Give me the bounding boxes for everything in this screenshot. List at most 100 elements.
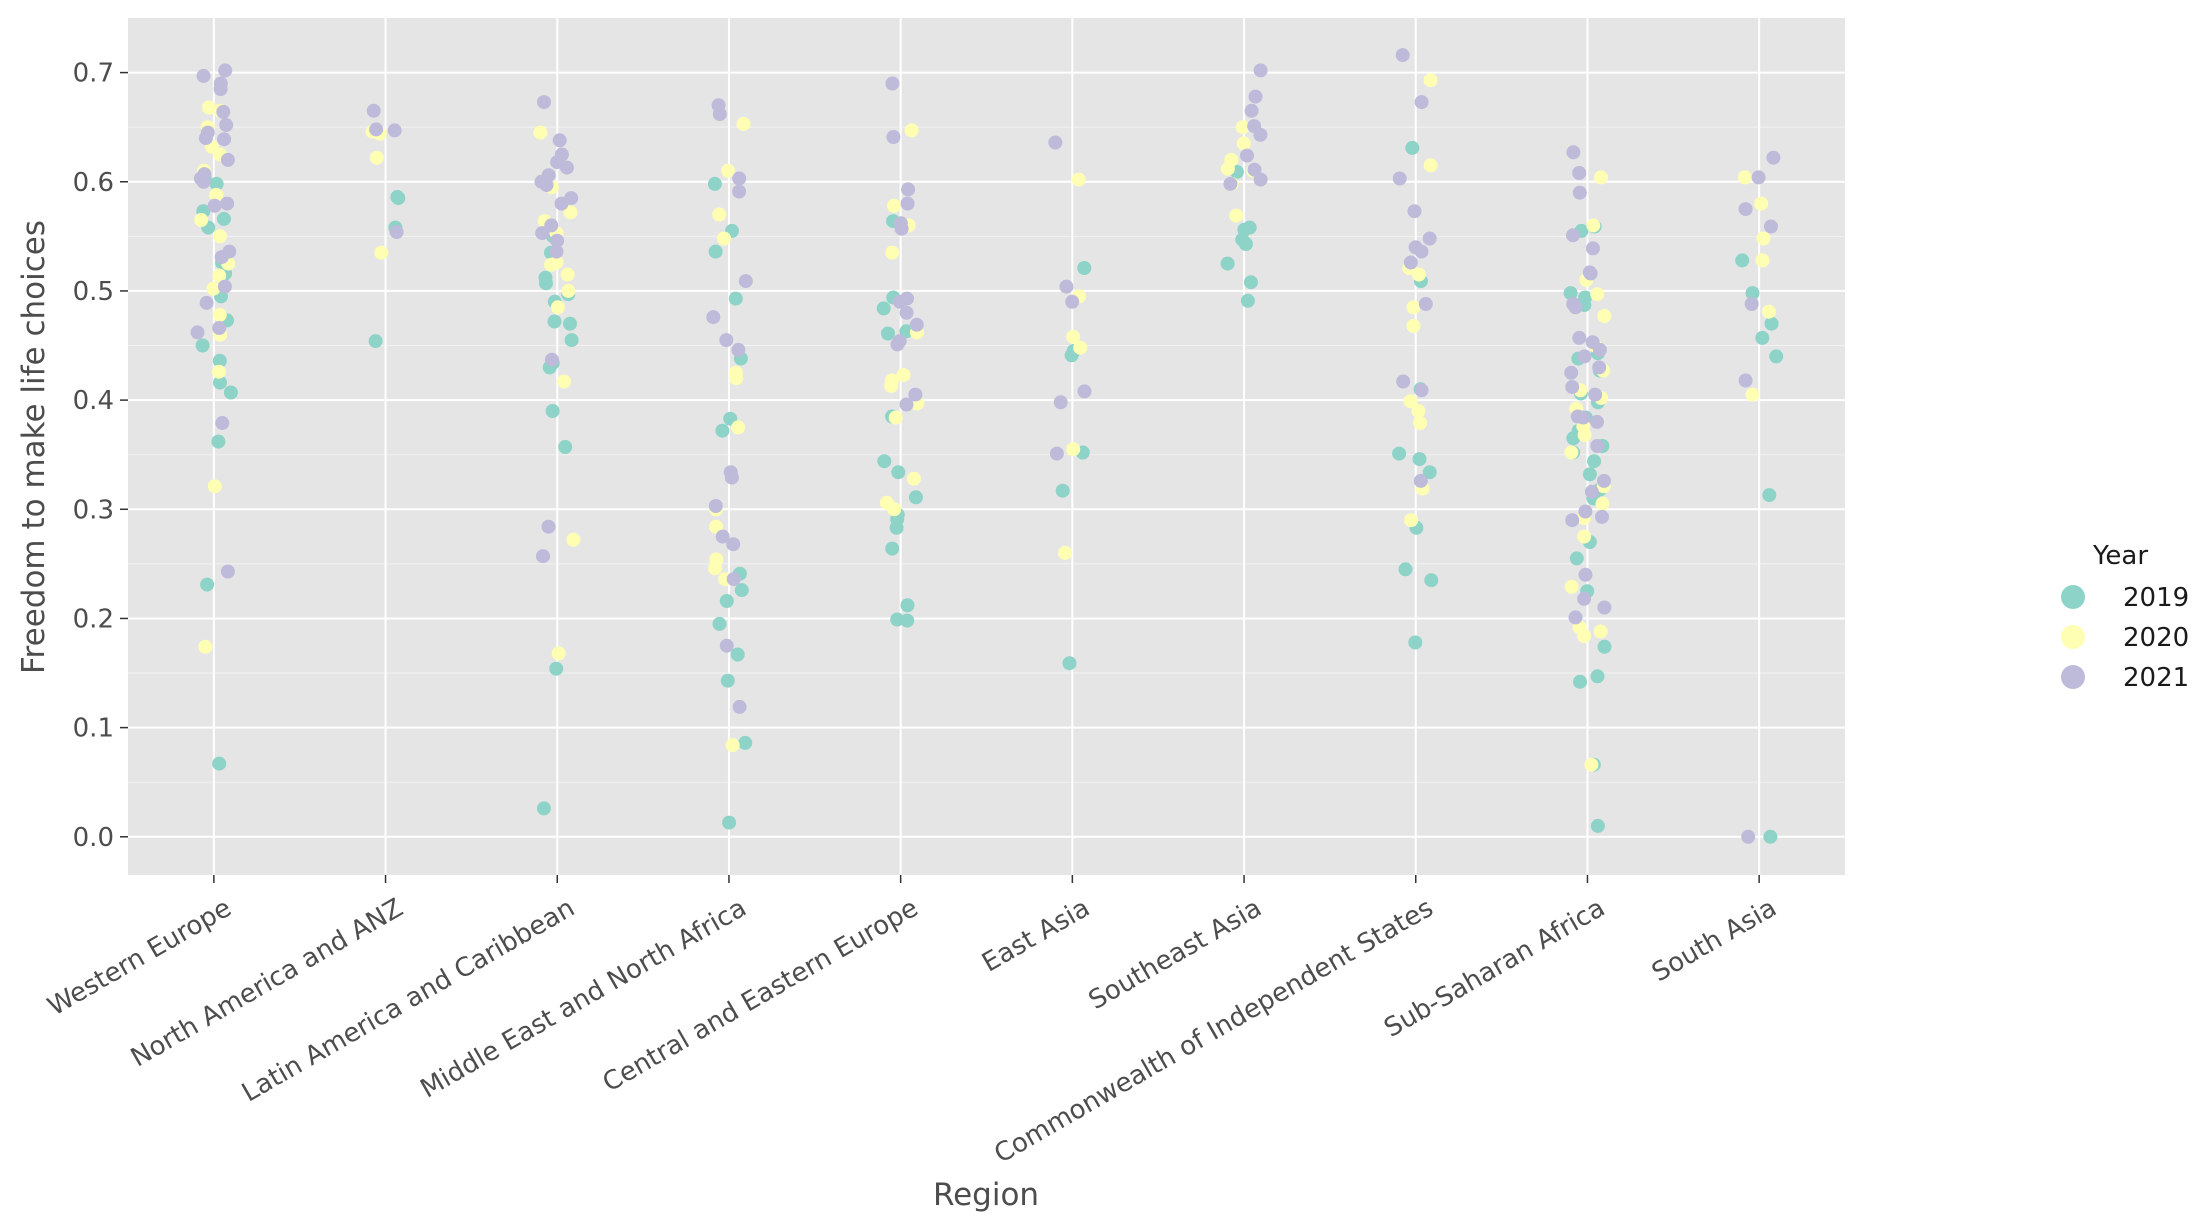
data-point	[881, 326, 895, 341]
data-point	[1055, 483, 1070, 498]
y-tick-label: 0.6	[73, 168, 114, 198]
data-point	[886, 130, 901, 144]
data-point	[888, 410, 903, 425]
data-point	[1564, 579, 1579, 594]
data-point	[1224, 152, 1239, 167]
data-point	[1582, 265, 1597, 280]
legend-title: Year	[2092, 541, 2148, 571]
data-point	[561, 283, 576, 298]
data-point	[891, 465, 906, 480]
data-point	[711, 98, 726, 113]
data-point	[726, 572, 741, 587]
data-point	[896, 368, 911, 382]
legend-key	[2061, 665, 2085, 689]
data-point	[712, 616, 727, 631]
legend-label: 2021	[2123, 663, 2189, 693]
data-point	[1569, 551, 1584, 566]
data-point	[368, 334, 383, 349]
data-point	[544, 218, 559, 233]
data-point	[1572, 185, 1587, 200]
data-point	[1563, 286, 1578, 301]
data-point	[1413, 473, 1428, 488]
x-tick-label: Southeast Asia	[1084, 893, 1267, 1016]
data-point	[877, 454, 892, 469]
data-point	[1418, 297, 1433, 311]
data-point	[1422, 465, 1437, 480]
data-point	[1392, 446, 1407, 461]
data-point	[1413, 416, 1428, 430]
data-point	[547, 314, 562, 329]
y-tick-label: 0.2	[73, 604, 114, 634]
data-point	[720, 673, 735, 688]
data-point	[1738, 202, 1753, 217]
data-point	[1573, 674, 1587, 689]
data-point	[213, 76, 228, 91]
data-point	[212, 268, 227, 283]
data-point	[1071, 172, 1086, 187]
data-point	[209, 187, 224, 202]
data-point	[736, 116, 751, 131]
data-point	[1744, 297, 1759, 311]
data-point	[216, 104, 231, 119]
data-point	[1764, 316, 1779, 331]
data-point	[1751, 170, 1766, 185]
data-point	[213, 229, 228, 244]
data-point	[1566, 297, 1581, 311]
data-point	[1065, 294, 1080, 309]
data-point	[1414, 95, 1429, 110]
data-point	[1220, 256, 1235, 271]
data-point	[1597, 600, 1612, 615]
data-point	[1763, 829, 1778, 844]
data-point	[554, 147, 569, 162]
data-point	[549, 244, 564, 259]
data-point	[715, 423, 730, 438]
data-point	[209, 176, 224, 191]
data-point	[1577, 349, 1592, 364]
data-point	[1408, 635, 1423, 650]
data-point	[1595, 509, 1609, 524]
data-point	[190, 325, 205, 340]
data-point	[1403, 255, 1418, 270]
data-point	[1229, 208, 1244, 223]
x-tick-label: North America and ANZ	[126, 893, 408, 1073]
y-tick-label: 0.0	[73, 823, 114, 853]
data-point	[732, 699, 747, 714]
data-point	[536, 801, 551, 816]
data-point	[1403, 394, 1418, 409]
data-point	[564, 333, 579, 348]
data-point	[550, 233, 565, 248]
data-point	[1586, 218, 1601, 233]
data-point	[537, 95, 551, 110]
data-point	[731, 342, 746, 357]
legend-key	[2061, 625, 2085, 649]
data-point	[198, 639, 213, 654]
data-point	[890, 612, 905, 627]
data-point	[885, 245, 900, 260]
data-point	[1253, 63, 1268, 78]
y-tick-label: 0.1	[73, 714, 114, 744]
data-point	[1247, 119, 1262, 134]
data-point	[1058, 545, 1072, 560]
data-point	[708, 244, 723, 259]
data-point	[1578, 504, 1593, 519]
data-point	[550, 300, 565, 315]
data-point	[538, 270, 553, 285]
data-point	[901, 182, 916, 197]
data-point	[1423, 73, 1438, 88]
data-point	[893, 216, 908, 231]
data-point	[1412, 452, 1427, 467]
data-point	[369, 150, 384, 165]
data-point	[1411, 404, 1426, 418]
data-point	[195, 338, 210, 353]
data-point	[1247, 162, 1262, 177]
data-point	[885, 373, 899, 388]
data-point	[1578, 290, 1593, 305]
data-point	[557, 374, 572, 389]
data-point	[1062, 656, 1077, 671]
data-point	[1766, 150, 1781, 165]
data-point	[201, 100, 216, 115]
data-point	[1240, 293, 1255, 308]
data-point	[1738, 373, 1753, 388]
data-point	[220, 564, 235, 579]
